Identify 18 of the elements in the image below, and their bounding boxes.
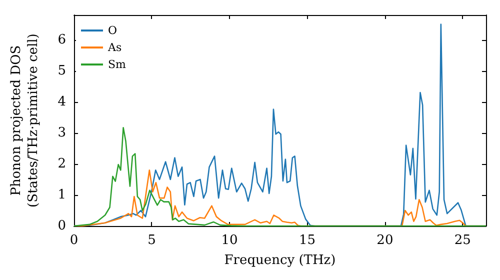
x-tick-label: 5 xyxy=(148,233,156,248)
y-axis-title: Phonon projected DOS (States/THz·primitive cell) xyxy=(9,33,41,208)
x-axis-title: Frequency (THz) xyxy=(224,252,336,268)
legend-label: As xyxy=(107,41,122,54)
x-tick-label: 0 xyxy=(70,233,78,248)
x-tick-label: 20 xyxy=(376,233,394,248)
x-tick-label: 10 xyxy=(221,233,238,248)
x-tick-label: 15 xyxy=(298,233,316,248)
y-tick-label: 3 xyxy=(58,125,66,140)
x-tick-label: 25 xyxy=(454,233,471,248)
legend-label: O xyxy=(108,24,118,37)
y-tick-label: 5 xyxy=(58,63,66,78)
y-tick-label: 6 xyxy=(58,32,66,48)
legend-label: Sm xyxy=(108,58,127,71)
y-tick-label: 4 xyxy=(58,94,66,110)
y-tick-label: 0 xyxy=(58,218,66,234)
y-tick-label: 1 xyxy=(58,187,66,202)
y-tick-label: 2 xyxy=(58,156,66,172)
